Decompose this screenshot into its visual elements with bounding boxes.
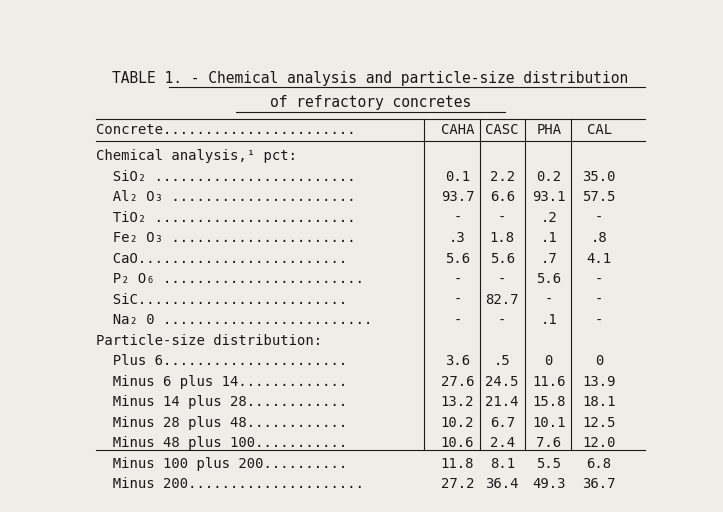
Text: P₂ O₆ ........................: P₂ O₆ ........................ xyxy=(96,272,364,286)
Text: -: - xyxy=(498,211,506,225)
Text: 27.6: 27.6 xyxy=(440,375,474,389)
Text: TiO₂ ........................: TiO₂ ........................ xyxy=(96,211,356,225)
Text: .7: .7 xyxy=(540,252,557,266)
Text: -: - xyxy=(453,211,461,225)
Text: -: - xyxy=(498,313,506,328)
Text: 24.5: 24.5 xyxy=(485,375,519,389)
Text: Minus 14 plus 28............: Minus 14 plus 28............ xyxy=(96,395,347,410)
Text: Minus 28 plus 48............: Minus 28 plus 48............ xyxy=(96,416,347,430)
Text: Chemical analysis,¹ pct:: Chemical analysis,¹ pct: xyxy=(96,150,297,163)
Text: 10.1: 10.1 xyxy=(532,416,565,430)
Text: 0: 0 xyxy=(595,354,603,369)
Text: 5.6: 5.6 xyxy=(536,272,561,286)
Text: 27.2: 27.2 xyxy=(440,478,474,492)
Text: Fe₂ O₃ ......................: Fe₂ O₃ ...................... xyxy=(96,231,356,245)
Text: 4.1: 4.1 xyxy=(586,252,612,266)
Text: 8.1: 8.1 xyxy=(489,457,515,471)
Text: 35.0: 35.0 xyxy=(583,170,616,184)
Text: -: - xyxy=(453,313,461,328)
Text: 36.4: 36.4 xyxy=(485,478,519,492)
Text: .1: .1 xyxy=(540,231,557,245)
Text: Minus 6 plus 14.............: Minus 6 plus 14............. xyxy=(96,375,347,389)
Text: -: - xyxy=(498,272,506,286)
Text: 1.8: 1.8 xyxy=(489,231,515,245)
Text: 13.2: 13.2 xyxy=(440,395,474,410)
Text: CAL: CAL xyxy=(586,123,612,137)
Text: CASC: CASC xyxy=(485,123,519,137)
Text: Na₂ 0 .........................: Na₂ 0 ......................... xyxy=(96,313,372,328)
Text: 36.7: 36.7 xyxy=(583,478,616,492)
Text: 15.8: 15.8 xyxy=(532,395,565,410)
Text: 11.6: 11.6 xyxy=(532,375,565,389)
Text: Minus 100 plus 200..........: Minus 100 plus 200.......... xyxy=(96,457,347,471)
Text: 93.7: 93.7 xyxy=(440,190,474,204)
Text: 11.8: 11.8 xyxy=(440,457,474,471)
Text: TABLE 1. - Chemical analysis and particle-size distribution: TABLE 1. - Chemical analysis and particl… xyxy=(112,71,629,87)
Text: 6.7: 6.7 xyxy=(489,416,515,430)
Text: .1: .1 xyxy=(540,313,557,328)
Text: PHA: PHA xyxy=(536,123,561,137)
Text: .3: .3 xyxy=(449,231,466,245)
Text: 10.6: 10.6 xyxy=(440,436,474,451)
Text: 0.2: 0.2 xyxy=(536,170,561,184)
Text: -: - xyxy=(453,272,461,286)
Text: 93.1: 93.1 xyxy=(532,190,565,204)
Text: Plus 6......................: Plus 6...................... xyxy=(96,354,347,369)
Text: Minus 48 plus 100...........: Minus 48 plus 100........... xyxy=(96,436,347,451)
Text: 6.6: 6.6 xyxy=(489,190,515,204)
Text: 49.3: 49.3 xyxy=(532,478,565,492)
Text: 13.9: 13.9 xyxy=(583,375,616,389)
Text: 18.1: 18.1 xyxy=(583,395,616,410)
Text: 5.6: 5.6 xyxy=(445,252,470,266)
Text: -: - xyxy=(595,293,603,307)
Text: 12.5: 12.5 xyxy=(583,416,616,430)
Text: 2.2: 2.2 xyxy=(489,170,515,184)
Text: Concrete.......................: Concrete....................... xyxy=(96,123,356,137)
Text: 10.2: 10.2 xyxy=(440,416,474,430)
Text: Particle-size distribution:: Particle-size distribution: xyxy=(96,334,322,348)
Text: 3.6: 3.6 xyxy=(445,354,470,369)
Text: 7.6: 7.6 xyxy=(536,436,561,451)
Text: CAHA: CAHA xyxy=(440,123,474,137)
Text: 5.5: 5.5 xyxy=(536,457,561,471)
Text: of refractory concretes: of refractory concretes xyxy=(270,95,471,110)
Text: -: - xyxy=(595,313,603,328)
Text: -: - xyxy=(595,272,603,286)
Text: .8: .8 xyxy=(591,231,607,245)
Text: Minus 200.....................: Minus 200..................... xyxy=(96,478,364,492)
Text: 6.8: 6.8 xyxy=(586,457,612,471)
Text: .5: .5 xyxy=(494,354,510,369)
Text: .2: .2 xyxy=(540,211,557,225)
Text: 2.4: 2.4 xyxy=(489,436,515,451)
Text: -: - xyxy=(544,293,553,307)
Text: SiO₂ ........................: SiO₂ ........................ xyxy=(96,170,356,184)
Text: 0: 0 xyxy=(544,354,553,369)
Text: 0.1: 0.1 xyxy=(445,170,470,184)
Text: 82.7: 82.7 xyxy=(485,293,519,307)
Text: -: - xyxy=(453,293,461,307)
Text: 5.6: 5.6 xyxy=(489,252,515,266)
Text: 57.5: 57.5 xyxy=(583,190,616,204)
Text: Al₂ O₃ ......................: Al₂ O₃ ...................... xyxy=(96,190,356,204)
Text: SiC.........................: SiC......................... xyxy=(96,293,347,307)
Text: 12.0: 12.0 xyxy=(583,436,616,451)
Text: -: - xyxy=(595,211,603,225)
Text: CaO.........................: CaO......................... xyxy=(96,252,347,266)
Text: 21.4: 21.4 xyxy=(485,395,519,410)
